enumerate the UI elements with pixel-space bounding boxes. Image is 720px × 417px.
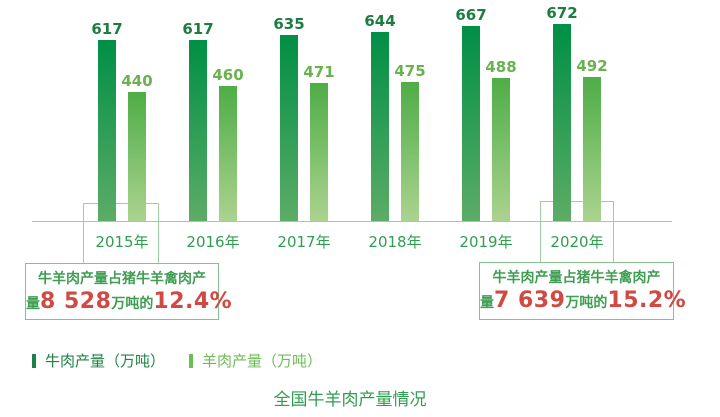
legend-mutton-label: 羊肉产量（万吨） [202,352,323,370]
plot-area: 617 440 2015年 617 460 2016年 635 471 2017年 644 475 2… [32,4,672,263]
callout-2020-percent: 15.2% [607,288,687,313]
mutton-bar [310,83,328,221]
beef-bar [462,26,480,221]
callout-2015-number: 8 528 [40,289,112,314]
mutton-bar [401,82,419,221]
callout-2015-middle: 万吨的 [111,296,154,312]
beef-value-label: 644 [364,12,396,30]
beef-bar [280,35,298,221]
callout-2020: 牛羊肉产量占猪牛羊禽肉产 量7 639万吨的15.2% [479,262,686,320]
beef-legend-marker-icon [32,353,36,368]
highlight-bracket-2015 [83,203,159,263]
mutton-value-label: 440 [121,72,153,90]
chart-title: 全国牛羊肉产量情况 [273,390,427,410]
callout-2020-line1: 牛羊肉产量占猪牛羊禽肉产 [492,270,661,286]
callout-2020-number: 7 639 [494,288,566,313]
callout-2020-line2: 量7 639万吨的15.2% [480,288,686,316]
category-label: 2020年 [550,233,604,251]
beef-bar [98,40,116,221]
legend-item-beef: 牛肉产量（万吨） [32,352,166,370]
beef-bar [553,24,571,221]
category-label: 2015年 [95,233,149,251]
highlight-bracket-2020 [540,201,614,263]
legend-item-mutton: 羊肉产量（万吨） [189,352,323,370]
mutton-value-label: 475 [394,62,426,80]
mutton-bar [583,77,601,221]
mutton-legend-marker-icon [189,353,193,368]
callout-2020-prefix: 量 [480,295,494,311]
callout-2015-line1: 牛羊肉产量占猪牛羊禽肉产 [38,271,206,287]
mutton-bar [219,86,237,221]
mutton-bar [128,92,146,221]
mutton-bar [492,78,510,221]
callout-2015-line2: 量8 528万吨的12.4% [26,289,232,317]
beef-value-label: 672 [546,4,578,22]
callout-2015: 牛羊肉产量占猪牛羊禽肉产 量8 528万吨的12.4% [25,263,232,320]
x-axis-line [32,221,672,222]
mutton-value-label: 488 [485,58,517,76]
beef-value-label: 667 [455,6,487,24]
category-label: 2019年 [459,233,513,251]
mutton-value-label: 460 [212,66,244,84]
mutton-value-label: 492 [576,57,608,75]
callout-2020-middle: 万吨的 [565,295,608,311]
mutton-value-label: 471 [303,63,335,81]
beef-bar [189,40,207,221]
beef-value-label: 617 [182,20,214,38]
callout-2015-prefix: 量 [26,296,40,312]
callout-2015-percent: 12.4% [153,289,233,314]
beef-value-label: 635 [273,15,305,33]
category-label: 2018年 [368,233,422,251]
category-label: 2016年 [186,233,240,251]
beef-bar [371,32,389,221]
legend-beef-label: 牛肉产量（万吨） [45,352,166,370]
beef-value-label: 617 [91,20,123,38]
category-label: 2017年 [277,233,331,251]
